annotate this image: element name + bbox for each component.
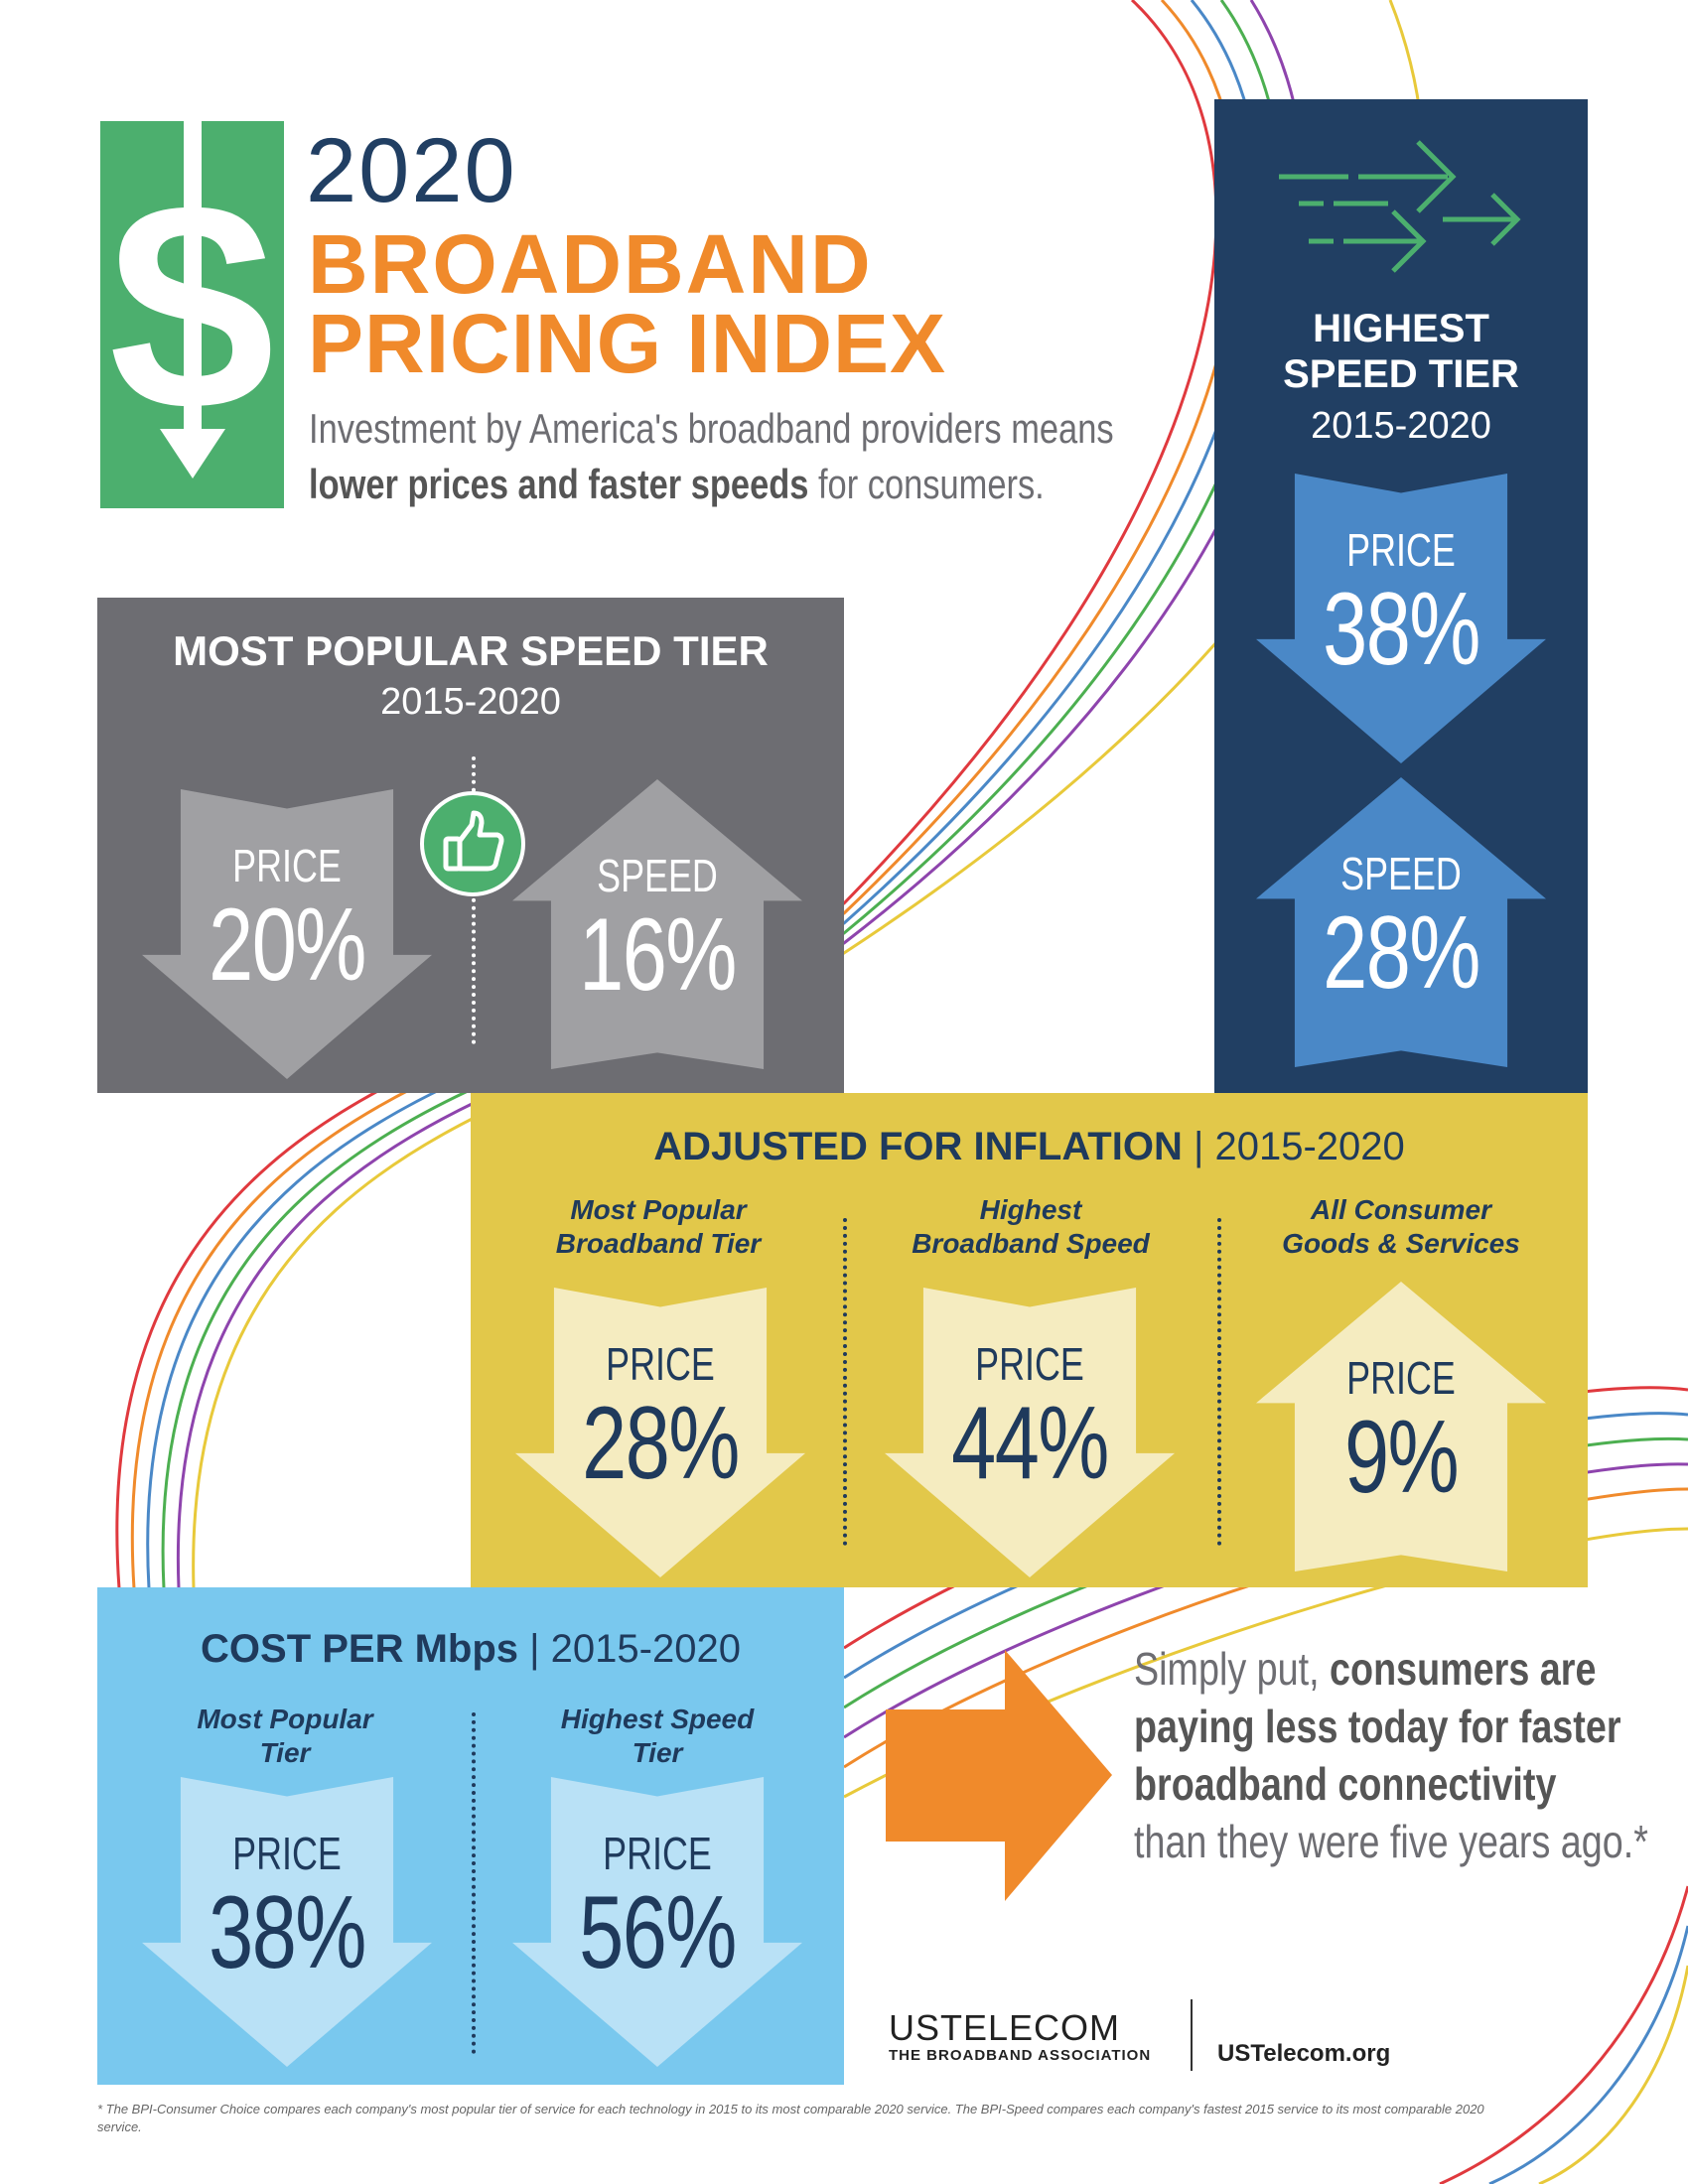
inflation-col1-heading: Most Popular Broadband Tier [490, 1193, 827, 1261]
dollar-down-arrow-icon: $ [109, 121, 274, 478]
heading-line2: Broadband Tier [555, 1228, 762, 1259]
heading-line1: All Consumer [1310, 1194, 1492, 1225]
price-value: 20% [209, 887, 366, 1003]
cost-popular-arrow: PRICE 38% [142, 1777, 432, 2067]
divider [472, 1712, 476, 2054]
up-arrow-shape [1256, 1282, 1546, 1571]
cost-highest-arrow: PRICE 56% [512, 1777, 802, 2067]
thumbs-up-badge [420, 791, 525, 896]
summary-bold3: broadband connectivity [1134, 1758, 1557, 1810]
speed-value: 16% [579, 897, 737, 1013]
most-popular-panel: MOST POPULAR SPEED TIER 2015-2020 PRICE … [97, 598, 844, 1093]
popular-title: MOST POPULAR SPEED TIER [173, 627, 769, 674]
brand-tagline: THE BROADBAND ASSOCIATION [889, 2047, 1152, 2064]
header-year: 2020 [306, 120, 517, 221]
highest-title-line2: SPEED TIER [1283, 352, 1519, 396]
inflation-col3-heading: All Consumer Goods & Services [1232, 1193, 1570, 1261]
brand-divider [1191, 1999, 1193, 2071]
subtitle-end: for consumers. [808, 461, 1045, 507]
price-value: 28% [582, 1386, 740, 1501]
price-value: 44% [951, 1386, 1109, 1501]
price-label: PRICE [1346, 1352, 1456, 1404]
header-subtitle: Investment by America's broadband provid… [309, 401, 1114, 512]
price-value: 56% [579, 1875, 737, 1990]
highest-speed-arrow: SPEED 28% [1256, 777, 1546, 1067]
cost-per-mbps-panel: COST PER Mbps | 2015-2020 Most Popular Ti… [97, 1587, 844, 2085]
price-label: PRICE [975, 1338, 1084, 1390]
cost-years: | 2015-2020 [529, 1627, 741, 1671]
divider [1217, 1218, 1221, 1546]
highest-speed-panel: HIGHEST SPEED TIER 2015-2020 PRICE 38% S… [1214, 99, 1588, 1093]
price-value: 9% [1343, 1400, 1460, 1515]
cost-col1-heading: Most Popular Tier [116, 1703, 454, 1770]
brand-name: USTELECOM [889, 2007, 1121, 2048]
price-value: 38% [209, 1875, 366, 1990]
price-label: PRICE [232, 840, 342, 891]
subtitle-line1: Investment by America's broadband provid… [309, 405, 1114, 452]
popular-price-arrow: PRICE 20% [142, 789, 432, 1079]
heading-line1: Most Popular [197, 1704, 373, 1734]
cost-title: COST PER Mbps [201, 1627, 519, 1671]
inflation-consumer-arrow: PRICE 9% [1256, 1282, 1546, 1571]
inflation-popular-arrow: PRICE 28% [515, 1288, 805, 1577]
summary-bold2: paying less today for faster [1134, 1701, 1621, 1752]
inflation-highest-arrow: PRICE 44% [885, 1288, 1175, 1577]
thumbs-up-icon [443, 810, 504, 872]
subtitle-bold: lower prices and faster speeds [309, 461, 809, 507]
popular-speed-arrow: SPEED 16% [512, 779, 802, 1069]
popular-years: 2015-2020 [380, 681, 561, 723]
down-arrow-shape [512, 1777, 802, 2067]
dollar-logo: $ [100, 121, 284, 508]
highest-price-arrow: PRICE 38% [1256, 474, 1546, 763]
down-arrow-shape [515, 1288, 805, 1577]
inflation-title: ADJUSTED FOR INFLATION [653, 1125, 1183, 1168]
up-arrow-shape [512, 779, 802, 1069]
inflation-panel: ADJUSTED FOR INFLATION | 2015-2020 Most … [471, 1093, 1588, 1587]
down-arrow-shape [885, 1288, 1175, 1577]
divider [472, 756, 476, 1044]
highest-title-line1: HIGHEST [1313, 307, 1489, 350]
price-label: PRICE [603, 1828, 712, 1879]
speed-label: SPEED [597, 850, 718, 901]
highest-years: 2015-2020 [1311, 405, 1491, 447]
cost-col2-heading: Highest Speed Tier [489, 1703, 826, 1770]
ustelecom-link[interactable]: USTelecom.org [1217, 2040, 1391, 2067]
heading-line2: Tier [632, 1737, 683, 1768]
summary-lead: Simply put, [1134, 1643, 1331, 1695]
summary-bold1: consumers are [1330, 1643, 1597, 1695]
orange-arrow-icon [886, 1650, 1112, 1901]
heading-line1: Highest [979, 1194, 1082, 1225]
speed-arrows-icon [1279, 140, 1521, 273]
heading-line2: Broadband Speed [912, 1228, 1150, 1259]
ustelecom-logo: USTELECOM THE BROADBAND ASSOCIATION [889, 2007, 1152, 2065]
price-label: PRICE [606, 1338, 715, 1390]
down-arrow-shape [142, 789, 432, 1079]
heading-line2: Tier [259, 1737, 311, 1768]
heading-line2: Goods & Services [1282, 1228, 1520, 1259]
summary-text: Simply put, consumers are paying less to… [1134, 1640, 1648, 1870]
inflation-years: | 2015-2020 [1193, 1125, 1405, 1168]
speed-label: SPEED [1340, 848, 1462, 899]
price-label: PRICE [1346, 524, 1456, 576]
header-title-line1: BROADBAND [308, 217, 873, 311]
summary-end: than they were five years ago.* [1134, 1816, 1648, 1867]
footnote: * The BPI-Consumer Choice compares each … [97, 2102, 1484, 2134]
divider [843, 1218, 847, 1546]
up-arrow-shape [1256, 777, 1546, 1067]
price-value: 38% [1323, 572, 1480, 687]
header-title-line2: PRICING INDEX [308, 297, 947, 390]
inflation-col2-heading: Highest Broadband Speed [862, 1193, 1199, 1261]
heading-line1: Most Popular [570, 1194, 747, 1225]
heading-line1: Highest Speed [560, 1704, 755, 1734]
down-arrow-shape [1256, 474, 1546, 763]
down-arrow-shape [142, 1777, 432, 2067]
speed-value: 28% [1323, 895, 1480, 1011]
price-label: PRICE [232, 1828, 342, 1879]
